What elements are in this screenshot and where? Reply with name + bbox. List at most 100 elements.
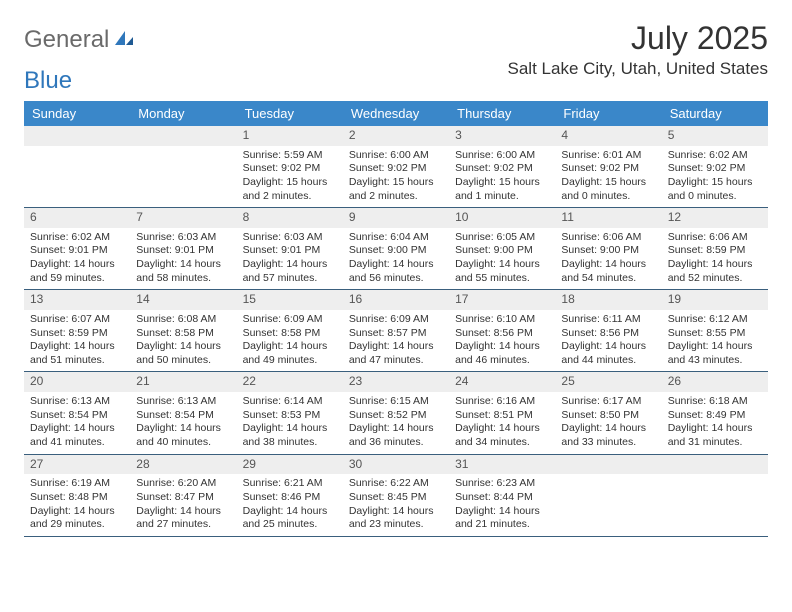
daylight1-text: Daylight: 15 hours: [243, 176, 337, 190]
sunrise-text: Sunrise: 6:13 AM: [136, 395, 230, 409]
daylight1-text: Daylight: 15 hours: [668, 176, 762, 190]
sunset-text: Sunset: 9:02 PM: [243, 162, 337, 176]
day-cell: 15Sunrise: 6:09 AMSunset: 8:58 PMDayligh…: [237, 290, 343, 371]
weekday-thu: Thursday: [449, 101, 555, 126]
sunrise-text: Sunrise: 6:01 AM: [561, 149, 655, 163]
day-content: Sunrise: 6:03 AMSunset: 9:01 PMDaylight:…: [237, 228, 343, 290]
day-content: Sunrise: 6:06 AMSunset: 9:00 PMDaylight:…: [555, 228, 661, 290]
day-cell: 6Sunrise: 6:02 AMSunset: 9:01 PMDaylight…: [24, 208, 130, 289]
sunset-text: Sunset: 8:52 PM: [349, 409, 443, 423]
daylight2-text: and 0 minutes.: [561, 190, 655, 204]
sunrise-text: Sunrise: 6:09 AM: [243, 313, 337, 327]
day-content: Sunrise: 6:22 AMSunset: 8:45 PMDaylight:…: [343, 474, 449, 536]
sunset-text: Sunset: 8:59 PM: [668, 244, 762, 258]
sunrise-text: Sunrise: 6:15 AM: [349, 395, 443, 409]
day-number: 31: [449, 455, 555, 475]
day-number: 20: [24, 372, 130, 392]
day-cell: 10Sunrise: 6:05 AMSunset: 9:00 PMDayligh…: [449, 208, 555, 289]
weekday-row: Sunday Monday Tuesday Wednesday Thursday…: [24, 101, 768, 126]
day-cell: 21Sunrise: 6:13 AMSunset: 8:54 PMDayligh…: [130, 372, 236, 453]
day-cell: 4Sunrise: 6:01 AMSunset: 9:02 PMDaylight…: [555, 126, 661, 207]
daylight1-text: Daylight: 14 hours: [30, 340, 124, 354]
sunrise-text: Sunrise: 6:14 AM: [243, 395, 337, 409]
week-row: 13Sunrise: 6:07 AMSunset: 8:59 PMDayligh…: [24, 290, 768, 372]
day-number: 15: [237, 290, 343, 310]
day-cell: 18Sunrise: 6:11 AMSunset: 8:56 PMDayligh…: [555, 290, 661, 371]
daylight1-text: Daylight: 15 hours: [455, 176, 549, 190]
day-number: 25: [555, 372, 661, 392]
daylight2-text: and 59 minutes.: [30, 272, 124, 286]
day-cell: [24, 126, 130, 207]
day-cell: 11Sunrise: 6:06 AMSunset: 9:00 PMDayligh…: [555, 208, 661, 289]
sunset-text: Sunset: 9:00 PM: [349, 244, 443, 258]
daylight1-text: Daylight: 14 hours: [349, 340, 443, 354]
sunset-text: Sunset: 8:45 PM: [349, 491, 443, 505]
daylight2-text: and 29 minutes.: [30, 518, 124, 532]
day-number: 14: [130, 290, 236, 310]
sunset-text: Sunset: 9:01 PM: [136, 244, 230, 258]
day-cell: 19Sunrise: 6:12 AMSunset: 8:55 PMDayligh…: [662, 290, 768, 371]
day-content: Sunrise: 6:18 AMSunset: 8:49 PMDaylight:…: [662, 392, 768, 454]
daylight2-text: and 27 minutes.: [136, 518, 230, 532]
day-content: Sunrise: 6:13 AMSunset: 8:54 PMDaylight:…: [24, 392, 130, 454]
daylight1-text: Daylight: 14 hours: [455, 505, 549, 519]
daylight2-text: and 38 minutes.: [243, 436, 337, 450]
sunset-text: Sunset: 9:02 PM: [561, 162, 655, 176]
daylight2-text: and 21 minutes.: [455, 518, 549, 532]
sunset-text: Sunset: 8:54 PM: [136, 409, 230, 423]
daylight2-text: and 25 minutes.: [243, 518, 337, 532]
sunrise-text: Sunrise: 6:21 AM: [243, 477, 337, 491]
month-title: July 2025: [508, 20, 768, 57]
logo-text-blue: Blue: [24, 67, 72, 95]
daylight1-text: Daylight: 14 hours: [561, 422, 655, 436]
sunset-text: Sunset: 8:51 PM: [455, 409, 549, 423]
day-cell: 23Sunrise: 6:15 AMSunset: 8:52 PMDayligh…: [343, 372, 449, 453]
sunset-text: Sunset: 8:56 PM: [455, 327, 549, 341]
day-content: Sunrise: 6:15 AMSunset: 8:52 PMDaylight:…: [343, 392, 449, 454]
sunrise-text: Sunrise: 6:13 AM: [30, 395, 124, 409]
daylight1-text: Daylight: 14 hours: [243, 505, 337, 519]
day-number: 17: [449, 290, 555, 310]
sunrise-text: Sunrise: 6:03 AM: [243, 231, 337, 245]
day-number: 30: [343, 455, 449, 475]
daylight1-text: Daylight: 14 hours: [349, 505, 443, 519]
sunset-text: Sunset: 9:02 PM: [349, 162, 443, 176]
daylight2-text: and 46 minutes.: [455, 354, 549, 368]
day-cell: 16Sunrise: 6:09 AMSunset: 8:57 PMDayligh…: [343, 290, 449, 371]
sunrise-text: Sunrise: 6:06 AM: [668, 231, 762, 245]
day-content: Sunrise: 6:12 AMSunset: 8:55 PMDaylight:…: [662, 310, 768, 372]
daylight1-text: Daylight: 14 hours: [30, 422, 124, 436]
daylight2-text: and 43 minutes.: [668, 354, 762, 368]
sunrise-text: Sunrise: 6:20 AM: [136, 477, 230, 491]
day-cell: [662, 455, 768, 536]
day-cell: 1Sunrise: 5:59 AMSunset: 9:02 PMDaylight…: [237, 126, 343, 207]
logo-sail-icon: [113, 29, 135, 52]
day-cell: 13Sunrise: 6:07 AMSunset: 8:59 PMDayligh…: [24, 290, 130, 371]
day-cell: 8Sunrise: 6:03 AMSunset: 9:01 PMDaylight…: [237, 208, 343, 289]
day-content: Sunrise: 6:02 AMSunset: 9:02 PMDaylight:…: [662, 146, 768, 208]
daylight2-text: and 57 minutes.: [243, 272, 337, 286]
sunrise-text: Sunrise: 6:22 AM: [349, 477, 443, 491]
sunset-text: Sunset: 9:02 PM: [455, 162, 549, 176]
day-content: Sunrise: 6:17 AMSunset: 8:50 PMDaylight:…: [555, 392, 661, 454]
sunset-text: Sunset: 9:00 PM: [455, 244, 549, 258]
day-number: 3: [449, 126, 555, 146]
week-row: 27Sunrise: 6:19 AMSunset: 8:48 PMDayligh…: [24, 455, 768, 537]
day-content: Sunrise: 5:59 AMSunset: 9:02 PMDaylight:…: [237, 146, 343, 208]
sunset-text: Sunset: 8:54 PM: [30, 409, 124, 423]
sunset-text: Sunset: 8:47 PM: [136, 491, 230, 505]
day-content: Sunrise: 6:23 AMSunset: 8:44 PMDaylight:…: [449, 474, 555, 536]
sunrise-text: Sunrise: 6:07 AM: [30, 313, 124, 327]
sunrise-text: Sunrise: 6:23 AM: [455, 477, 549, 491]
daylight2-text: and 31 minutes.: [668, 436, 762, 450]
day-cell: 26Sunrise: 6:18 AMSunset: 8:49 PMDayligh…: [662, 372, 768, 453]
sunrise-text: Sunrise: 5:59 AM: [243, 149, 337, 163]
day-content: Sunrise: 6:14 AMSunset: 8:53 PMDaylight:…: [237, 392, 343, 454]
daylight1-text: Daylight: 14 hours: [30, 258, 124, 272]
day-cell: 17Sunrise: 6:10 AMSunset: 8:56 PMDayligh…: [449, 290, 555, 371]
daylight2-text: and 49 minutes.: [243, 354, 337, 368]
day-number: 1: [237, 126, 343, 146]
daylight1-text: Daylight: 14 hours: [136, 340, 230, 354]
daylight1-text: Daylight: 14 hours: [561, 258, 655, 272]
calendar-page: General July 2025 Salt Lake City, Utah, …: [0, 0, 792, 547]
